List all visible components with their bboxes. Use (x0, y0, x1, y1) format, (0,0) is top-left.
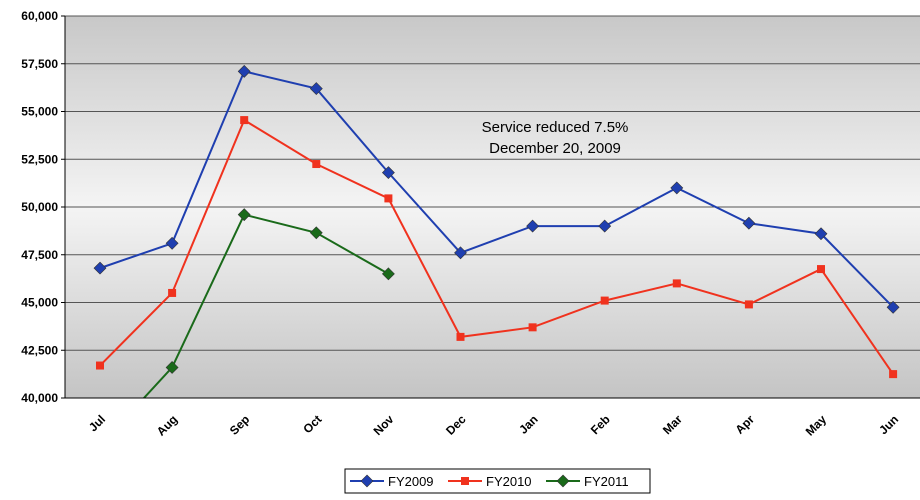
marker (526, 219, 540, 233)
y-tick-label: 57,500 (21, 57, 58, 71)
marker (312, 160, 321, 169)
marker (240, 116, 249, 125)
legend-label: FY2011 (584, 474, 629, 489)
marker (817, 265, 825, 274)
y-tick-label: 50,000 (21, 200, 58, 214)
plot (93, 64, 900, 452)
marker (381, 166, 395, 180)
x-tick-label: Dec (443, 412, 469, 438)
x-tick-label: Oct (300, 412, 324, 436)
y-tick-label: 55,000 (21, 105, 58, 119)
marker (672, 279, 681, 288)
x-tick-label: Jul (86, 412, 108, 434)
marker (94, 440, 106, 452)
legend-label: FY2009 (388, 474, 434, 489)
marker (456, 332, 465, 341)
x-tick-label: Feb (588, 412, 613, 437)
y-tick-label: 42,500 (21, 343, 58, 357)
y-tick-label: 47,500 (21, 248, 58, 262)
marker (309, 226, 323, 240)
marker (814, 227, 828, 241)
marker (384, 194, 393, 203)
annotation: December 20, 2009 (489, 140, 621, 157)
marker (309, 82, 323, 96)
x-tick-label: Jan (516, 412, 541, 437)
marker (600, 296, 609, 305)
marker (886, 300, 900, 314)
marker (598, 219, 612, 233)
x-tick-label: May (803, 412, 830, 439)
marker (96, 361, 104, 370)
legend-marker (360, 474, 374, 488)
legend-label: FY2010 (486, 474, 532, 489)
series-line (99, 70, 894, 308)
x-tick-label: Mar (660, 412, 685, 437)
marker (742, 216, 756, 230)
x-tick-label: Apr (733, 412, 758, 437)
x-tick-label: Sep (227, 412, 252, 437)
marker (165, 236, 179, 250)
legend-marker (556, 474, 570, 488)
y-tick-label: 60,000 (21, 9, 58, 23)
y-tick-label: 40,000 (21, 391, 58, 405)
legend (344, 468, 651, 494)
y-tick-label: 52,500 (21, 152, 58, 166)
x-tick-label: Jun (876, 412, 901, 437)
series-line (99, 118, 894, 375)
marker (528, 323, 537, 332)
marker (93, 261, 107, 275)
marker (744, 300, 753, 309)
legend-marker (461, 477, 469, 485)
marker (381, 267, 395, 281)
legend-items: FY2009 FY2010 FY2011 (350, 474, 629, 489)
marker (168, 288, 177, 297)
marker (237, 64, 251, 78)
annotation: Service reduced 7.5% (482, 119, 629, 136)
x-tick-label: Aug (154, 412, 180, 438)
y-tick-label: 45,000 (21, 296, 58, 310)
marker (165, 361, 179, 374)
x-tick-label: Nov (371, 412, 397, 438)
marker (889, 370, 898, 379)
marker (454, 246, 467, 260)
marker (237, 208, 251, 222)
marker (670, 181, 684, 195)
